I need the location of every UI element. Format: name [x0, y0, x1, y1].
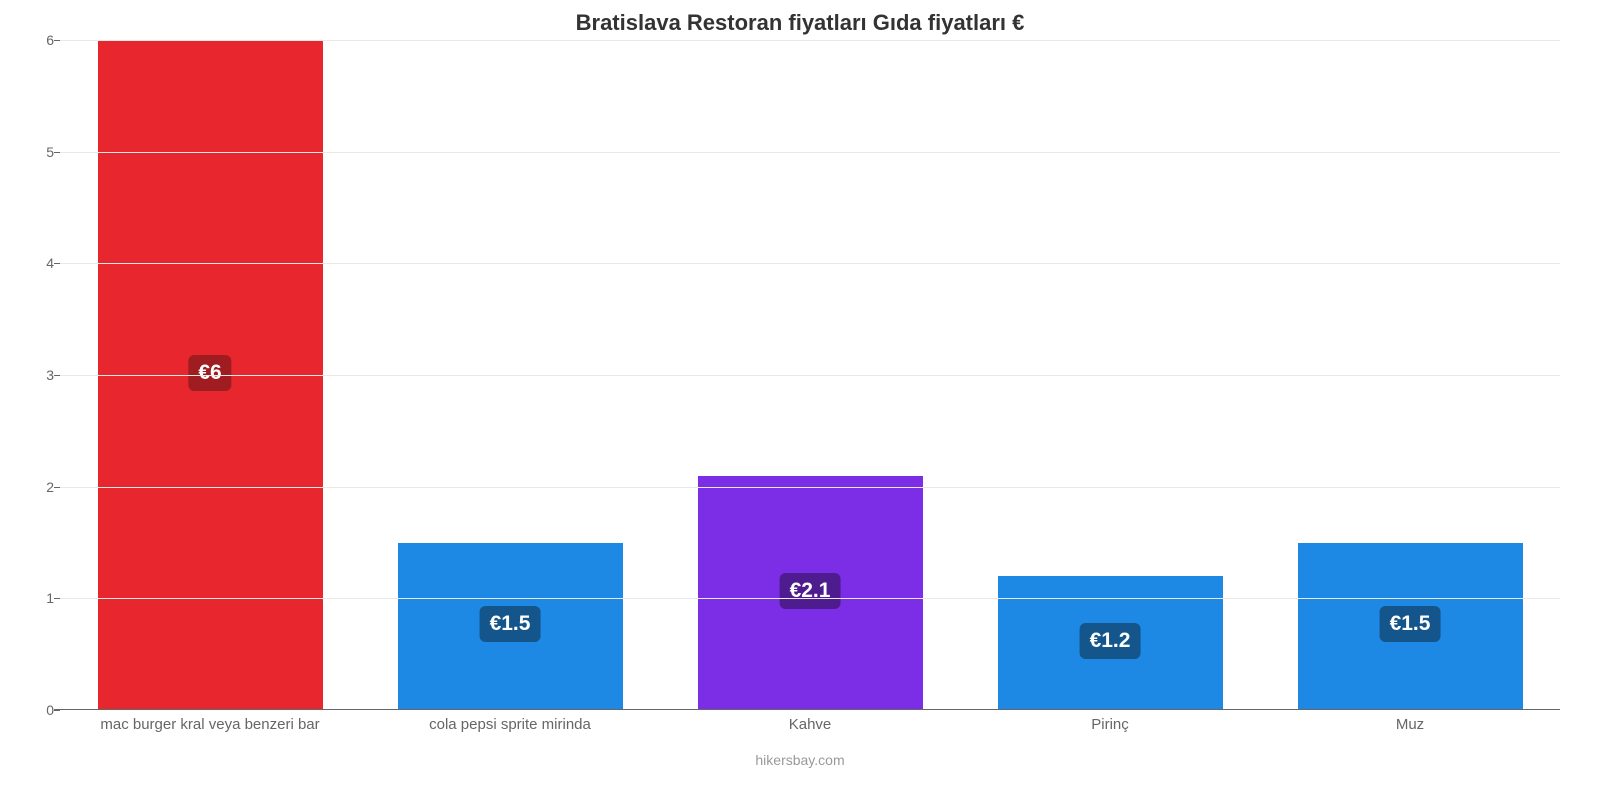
y-tick-label: 4 — [32, 255, 54, 271]
grid-line — [60, 375, 1560, 376]
grid-line — [60, 487, 1560, 488]
y-tick-label: 5 — [32, 144, 54, 160]
chart-title: Bratislava Restoran fiyatları Gıda fiyat… — [20, 10, 1580, 36]
x-axis-label: Pirinç — [1091, 716, 1129, 733]
grid-line — [60, 598, 1560, 599]
bar-value-label: €6 — [188, 355, 231, 391]
y-tick-label: 2 — [32, 479, 54, 495]
bar: €2.1 — [698, 476, 923, 711]
y-tick-mark — [54, 487, 60, 488]
y-tick-label: 3 — [32, 367, 54, 383]
bar: €1.5 — [1298, 543, 1523, 711]
y-tick-mark — [54, 598, 60, 599]
plot-area: €6€1.5€2.1€1.2€1.5 0123456 — [60, 40, 1560, 710]
grid-line — [60, 152, 1560, 153]
attribution-text: hikersbay.com — [20, 752, 1580, 768]
chart-container: Bratislava Restoran fiyatları Gıda fiyat… — [0, 0, 1600, 800]
bar-value-label: €1.2 — [1080, 623, 1141, 659]
y-tick-label: 1 — [32, 590, 54, 606]
grid-line — [60, 40, 1560, 41]
y-tick-label: 0 — [32, 702, 54, 718]
bar-value-label: €2.1 — [780, 573, 841, 609]
x-axis-label: mac burger kral veya benzeri bar — [100, 716, 319, 733]
x-axis-label: Muz — [1396, 716, 1424, 733]
y-tick-mark — [54, 375, 60, 376]
y-tick-mark — [54, 40, 60, 41]
y-tick-mark — [54, 152, 60, 153]
bar: €1.2 — [998, 576, 1223, 710]
grid-line — [60, 263, 1560, 264]
x-axis-label: Kahve — [789, 716, 832, 733]
x-axis-label: cola pepsi sprite mirinda — [429, 716, 591, 733]
bar-value-label: €1.5 — [1380, 606, 1441, 642]
y-tick-mark — [54, 263, 60, 264]
x-axis-labels: mac burger kral veya benzeri bar cola pep… — [60, 710, 1560, 750]
bar-value-label: €1.5 — [480, 606, 541, 642]
y-tick-label: 6 — [32, 32, 54, 48]
bar: €1.5 — [398, 543, 623, 711]
